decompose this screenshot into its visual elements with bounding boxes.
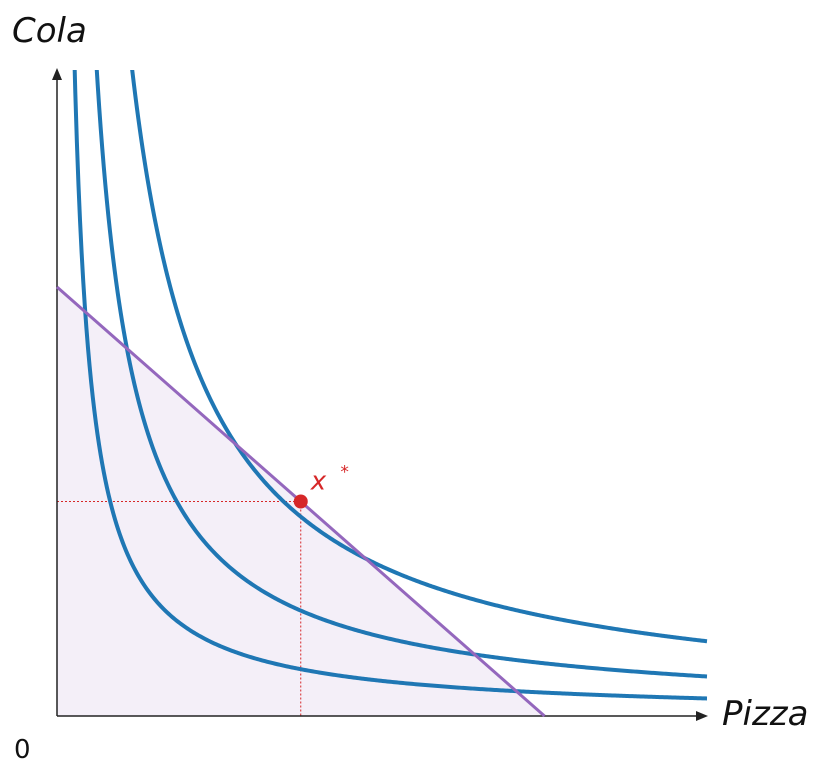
- optimum-point: [293, 494, 308, 509]
- indifference-curve-2: [94, 70, 708, 679]
- optimum-label-sup: *: [340, 463, 349, 483]
- origin-label: 0: [14, 735, 31, 765]
- indifference-curves: [72, 70, 708, 701]
- x-axis-arrowhead: [696, 711, 708, 721]
- y-axis-arrowhead: [52, 68, 62, 80]
- optimum-label: x *: [310, 463, 349, 497]
- x-axis-title: Pizza: [722, 694, 808, 734]
- indifference-curve-1: [72, 70, 708, 701]
- optimum-label-main: x: [310, 467, 327, 497]
- indifference-curve-3: [130, 70, 708, 644]
- y-axis-title: Cola: [12, 11, 87, 51]
